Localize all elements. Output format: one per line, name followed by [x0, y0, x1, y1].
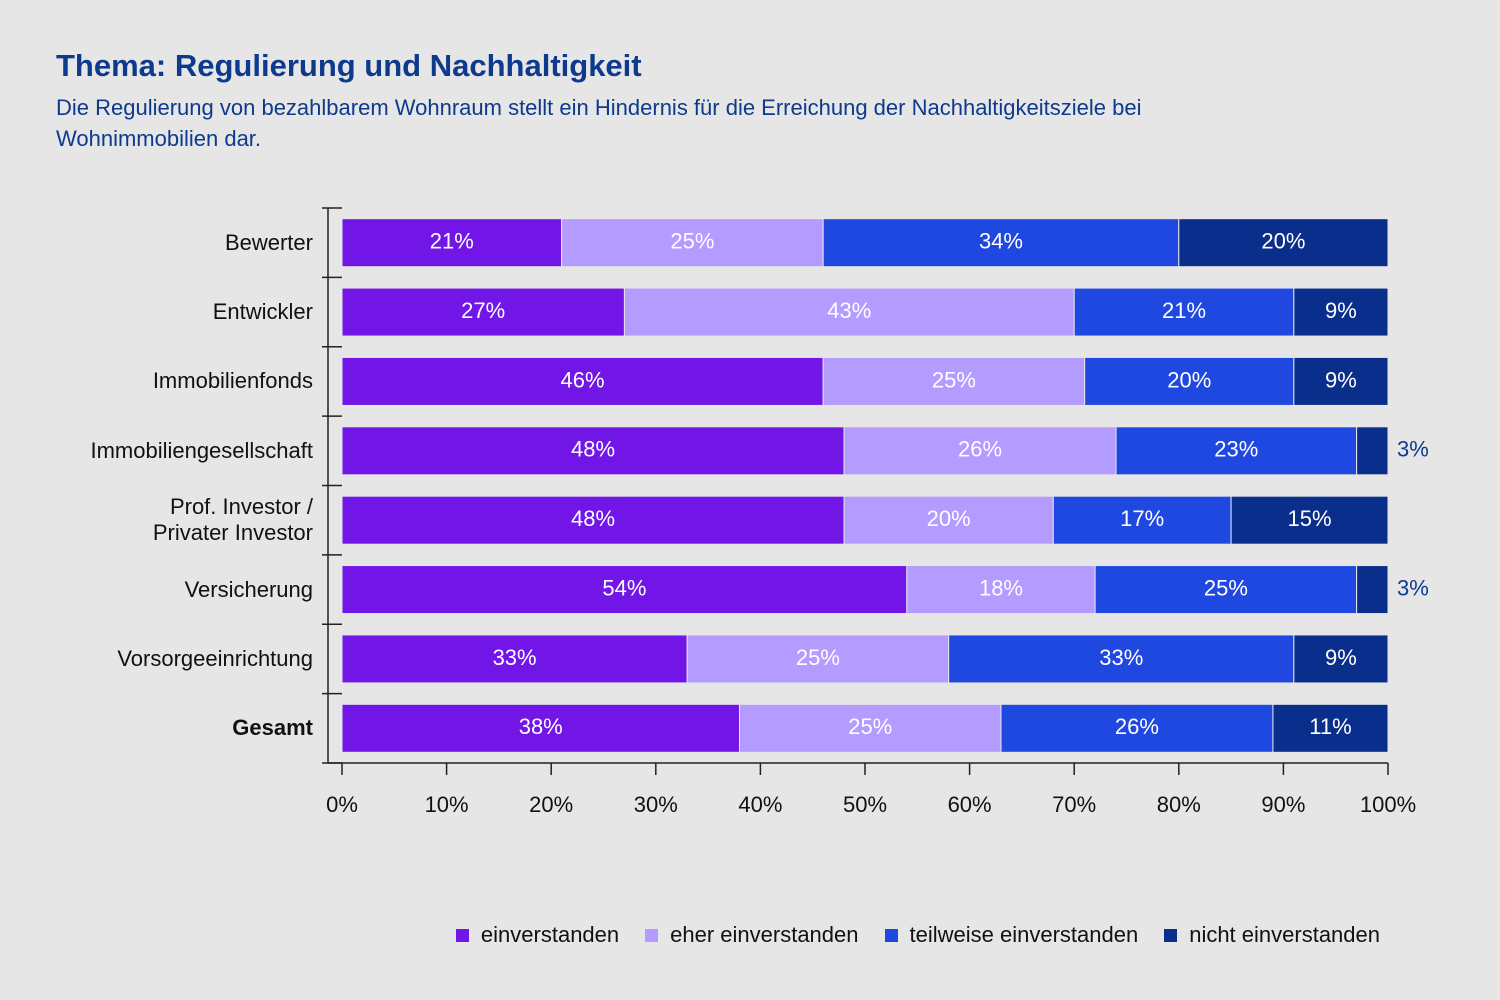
x-tick-label: 100% [1360, 792, 1416, 817]
x-tick-label: 50% [843, 792, 887, 817]
legend-item: einverstanden [455, 922, 620, 948]
category-label: Entwickler [212, 299, 313, 325]
data-label: 25% [796, 645, 840, 670]
bar-segment [738, 703, 1002, 753]
bar-segment [1178, 218, 1389, 268]
x-tick-label: 30% [634, 792, 678, 817]
legend-label: nicht einverstanden [1189, 922, 1380, 947]
data-label: 26% [1115, 714, 1159, 739]
x-tick-label: 0% [326, 792, 358, 817]
data-label: 9% [1325, 367, 1357, 392]
bar-segment [341, 495, 845, 545]
data-label: 18% [979, 575, 1023, 600]
data-label: 20% [1261, 229, 1305, 254]
bar-segment [1356, 565, 1389, 615]
data-label: 54% [602, 575, 646, 600]
data-label: 25% [1204, 575, 1248, 600]
legend-item: eher einverstanden [645, 922, 859, 948]
legend-item: nicht einverstanden [1164, 922, 1380, 948]
category-label: Gesamt [232, 715, 313, 741]
data-label: 3% [1397, 437, 1429, 462]
x-tick-label: 60% [948, 792, 992, 817]
data-label: 15% [1288, 506, 1332, 531]
x-tick-label: 90% [1261, 792, 1305, 817]
bar-segment [1293, 356, 1389, 406]
bar-segment [623, 287, 1075, 337]
bar-segment [843, 495, 1054, 545]
data-label: 34% [979, 229, 1023, 254]
bar-segment [822, 356, 1086, 406]
data-label: 25% [670, 229, 714, 254]
data-label: 46% [561, 367, 605, 392]
bar-segment [1356, 426, 1389, 476]
data-label: 23% [1214, 437, 1258, 462]
bar-segment [843, 426, 1117, 476]
bar-segment [906, 565, 1096, 615]
legend-swatch [645, 928, 659, 942]
category-label: Prof. Investor / Privater Investor [152, 494, 313, 546]
x-tick-label: 20% [529, 792, 573, 817]
data-label: 43% [827, 298, 871, 323]
category-label: Bewerter [224, 229, 313, 255]
data-label: 20% [1167, 367, 1211, 392]
data-label: 11% [1309, 714, 1351, 739]
legend-swatch [455, 928, 469, 942]
data-label: 25% [848, 714, 892, 739]
data-label: 33% [1099, 645, 1143, 670]
chart-subtitle: Die Regulierung von bezahlbarem Wohnraum… [56, 95, 1142, 151]
x-tick-label: 80% [1157, 792, 1201, 817]
bar-segment [561, 218, 824, 268]
bar-segment [1272, 703, 1389, 753]
data-label: 21% [1162, 298, 1206, 323]
category-label: Immobilienfonds [152, 368, 313, 394]
category-label: Immobiliengesellschaft [90, 437, 313, 463]
bar-segment [341, 356, 824, 406]
data-label: 20% [927, 506, 971, 531]
data-label: 17% [1120, 506, 1164, 531]
bar-segment [341, 287, 625, 337]
x-tick-label: 40% [738, 792, 782, 817]
legend-label: einverstanden [480, 922, 620, 947]
bar-segment [1094, 565, 1358, 615]
data-label: 26% [958, 437, 1002, 462]
data-label: 3% [1397, 575, 1429, 600]
bar-segment [341, 426, 845, 476]
x-tick-label: 10% [425, 792, 469, 817]
data-label: 48% [571, 506, 615, 531]
data-label: 9% [1325, 298, 1357, 323]
data-label: 38% [519, 714, 563, 739]
bar-segment [341, 634, 688, 684]
legend-label: eher einverstanden [670, 922, 859, 947]
data-label: 48% [571, 437, 615, 462]
data-label: 27% [461, 298, 505, 323]
legend: einverstanden eher einverstanden teilweise… [455, 922, 1380, 948]
bar-segment [1230, 495, 1389, 545]
x-tick-label: 70% [1052, 792, 1096, 817]
bar-segment [341, 218, 563, 268]
chart-title: Thema: Regulierung und Nachhaltigkeit [56, 48, 642, 83]
data-label: 33% [493, 645, 537, 670]
bar-segment [1293, 634, 1389, 684]
bar-segment [822, 218, 1180, 268]
legend-swatch [884, 928, 898, 942]
legend-swatch [1164, 928, 1178, 942]
category-label: Versicherung [184, 576, 313, 602]
bar-segment [1073, 287, 1295, 337]
data-label: 21% [430, 229, 474, 254]
data-label: 9% [1325, 645, 1357, 670]
category-label: Vorsorgeeinrichtung [117, 645, 313, 671]
bar-segment [1293, 287, 1389, 337]
legend-label: teilweise einverstanden [909, 922, 1139, 947]
legend-item: teilweise einverstanden [884, 922, 1139, 948]
data-label: 25% [932, 367, 976, 392]
bar-segment [948, 634, 1295, 684]
bar-segment [686, 634, 950, 684]
bar-segment [1115, 426, 1358, 476]
